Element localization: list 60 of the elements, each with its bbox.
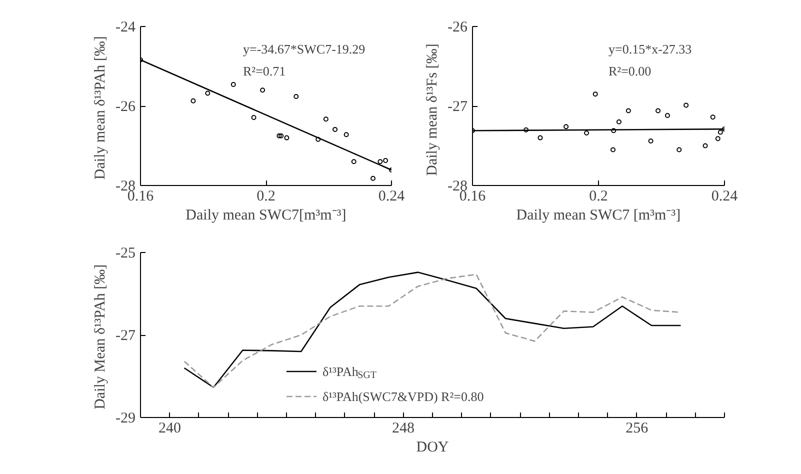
annotation: R²=0.71 xyxy=(243,64,286,78)
y-axis-title: Daily mean δ¹³PAh [‰] xyxy=(92,36,109,180)
y-axis-title: Daily Mean δ¹³PAh [‰] xyxy=(92,264,109,410)
x-axis-title: Daily mean SWC7 [m³m⁻³] xyxy=(516,208,681,224)
point xyxy=(378,159,383,164)
point xyxy=(316,136,321,142)
point xyxy=(383,158,388,163)
point xyxy=(592,92,598,97)
y-tick-label: -27 xyxy=(448,99,468,115)
point xyxy=(684,102,689,108)
point xyxy=(564,124,569,130)
point xyxy=(276,133,282,138)
annotation: y=-34.67*SWC7-19.29 xyxy=(243,42,366,56)
x-axis-title: DOY xyxy=(416,440,449,456)
point xyxy=(648,138,654,144)
point xyxy=(205,90,210,96)
y-tick-label: -29 xyxy=(116,410,136,426)
point xyxy=(656,108,661,114)
point xyxy=(584,130,590,136)
point xyxy=(710,114,716,120)
y-tick-label: -25 xyxy=(116,246,136,262)
point xyxy=(370,176,376,181)
point xyxy=(715,136,720,142)
legend-label: δ¹³PAh(SWC7&VPD) R²=0.80 xyxy=(322,389,484,404)
point xyxy=(260,88,266,93)
x-tick-label: 0.24 xyxy=(711,188,738,204)
x-tick-label: 0.2 xyxy=(256,188,276,204)
point xyxy=(278,133,284,138)
x-tick-label: 240 xyxy=(158,420,181,436)
point xyxy=(718,130,723,135)
point xyxy=(251,115,256,120)
point xyxy=(332,126,338,132)
x-axis-title: Daily mean SWC7[m³m⁻³] xyxy=(186,208,346,224)
point xyxy=(611,128,616,134)
point xyxy=(610,147,616,152)
point xyxy=(664,113,670,118)
x-tick-label: 256 xyxy=(626,420,649,436)
y-tick-label: -27 xyxy=(116,328,136,344)
annotation: y=0.15*x-27.33 xyxy=(608,42,692,56)
y-axis-title: Daily mean δ¹³Fs [‰] xyxy=(424,44,441,176)
x-tick-label: 0.2 xyxy=(589,188,608,204)
point xyxy=(344,132,349,138)
point xyxy=(524,127,529,132)
point xyxy=(294,94,299,99)
point xyxy=(538,135,543,140)
point xyxy=(351,159,356,164)
point xyxy=(190,98,196,104)
point xyxy=(230,82,236,88)
x-tick-label: 0.24 xyxy=(378,188,406,204)
point xyxy=(702,143,708,148)
annotation: R²=0.00 xyxy=(608,64,652,78)
point xyxy=(676,147,682,152)
y-tick-label: -24 xyxy=(116,20,136,36)
y-tick-label: -26 xyxy=(448,20,468,36)
point xyxy=(284,135,290,140)
point xyxy=(616,119,622,124)
y-tick-label: -26 xyxy=(116,99,136,115)
point xyxy=(626,108,631,114)
x-tick-label: 248 xyxy=(392,420,415,436)
point xyxy=(323,116,328,122)
